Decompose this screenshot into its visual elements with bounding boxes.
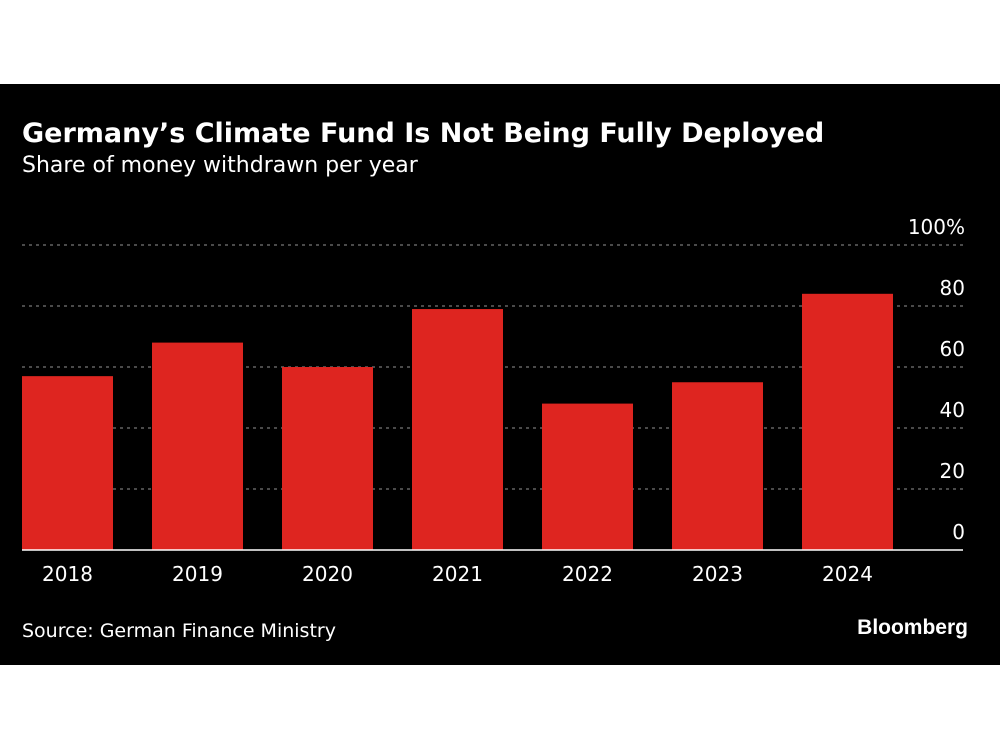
- x-tick-label: 2024: [822, 562, 873, 586]
- bar: [282, 367, 373, 550]
- x-tick-label: 2019: [172, 562, 223, 586]
- chart-subtitle: Share of money withdrawn per year: [22, 153, 418, 178]
- bar-chart: 2018 2019 2020 2021 2022 2023 2024 0 20 40 60 80 100…: [22, 215, 965, 586]
- bloomberg-logo: Bloomberg: [857, 616, 968, 639]
- bar: [672, 382, 763, 550]
- y-tick-label: 40: [940, 398, 965, 422]
- bar: [542, 403, 633, 550]
- chart-title: Germany’s Climate Fund Is Not Being Full…: [22, 118, 825, 149]
- y-tick-label: 20: [940, 459, 965, 483]
- y-tick-label: 80: [940, 276, 965, 300]
- source-note: Source: German Finance Ministry: [22, 620, 336, 642]
- y-tick-label: 100%: [908, 215, 965, 239]
- x-tick-label: 2022: [562, 562, 613, 586]
- y-tick-label: 60: [940, 337, 965, 361]
- bar: [412, 309, 503, 550]
- x-tick-label: 2021: [432, 562, 483, 586]
- x-tick-label: 2018: [42, 562, 93, 586]
- bar: [22, 376, 113, 550]
- bar: [802, 293, 893, 550]
- y-tick-label: 0: [952, 520, 965, 544]
- bar: [152, 342, 243, 550]
- x-tick-label: 2023: [692, 562, 743, 586]
- x-tick-label: 2020: [302, 562, 353, 586]
